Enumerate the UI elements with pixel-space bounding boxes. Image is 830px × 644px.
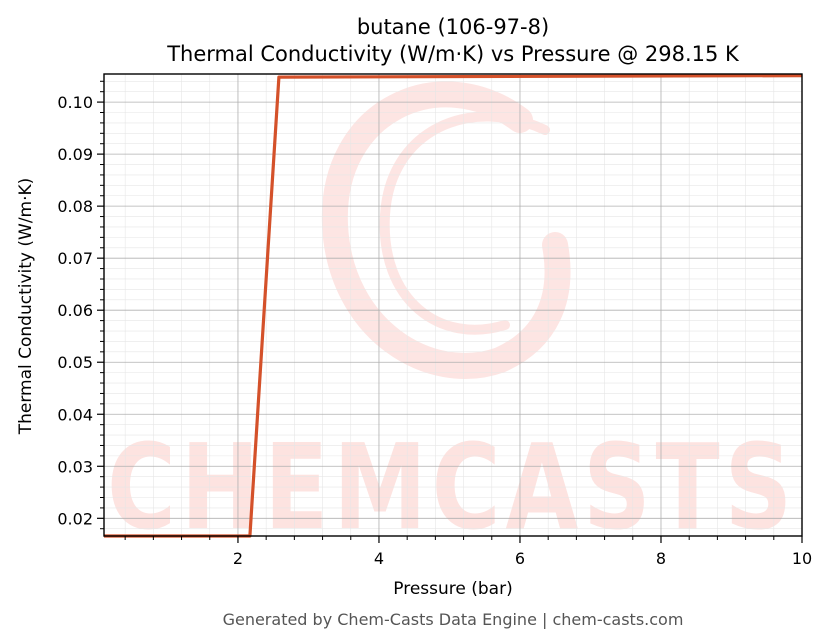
footer-credit: Generated by Chem-Casts Data Engine | ch… (223, 610, 684, 629)
y-tick-label: 0.03 (57, 457, 93, 476)
chart-title-line1: butane (106-97-8) (357, 15, 549, 39)
y-tick-label: 0.05 (57, 353, 93, 372)
x-tick-label: 6 (515, 549, 525, 568)
y-tick-label: 0.08 (57, 197, 93, 216)
x-tick-label: 8 (656, 549, 666, 568)
x-tick-label: 2 (233, 549, 243, 568)
x-tick-label: 10 (792, 549, 812, 568)
chart-title-line2: Thermal Conductivity (W/m·K) vs Pressure… (166, 42, 740, 66)
y-axis-label: Thermal Conductivity (W/m·K) (16, 178, 36, 436)
plot-frame (103, 73, 803, 537)
axis-ticks (97, 80, 803, 543)
watermark-logo-icon (321, 81, 571, 379)
watermark: CHEMCASTS (107, 81, 791, 556)
grid-minor (104, 74, 802, 536)
grid-major (104, 74, 803, 536)
x-axis-label: Pressure (bar) (393, 579, 512, 599)
y-tick-label: 0.07 (57, 249, 93, 268)
y-tick-label: 0.09 (57, 145, 93, 164)
y-tick-label: 0.02 (57, 509, 93, 528)
x-tick-label: 4 (374, 549, 384, 568)
y-tick-label: 0.04 (57, 405, 93, 424)
tick-labels: 2 4 6 8 10 0.02 0.03 0.04 0.05 0.06 0.07 0.08 0.09 0.… (57, 93, 812, 568)
y-tick-label: 0.10 (57, 93, 93, 112)
y-tick-label: 0.06 (57, 301, 93, 320)
